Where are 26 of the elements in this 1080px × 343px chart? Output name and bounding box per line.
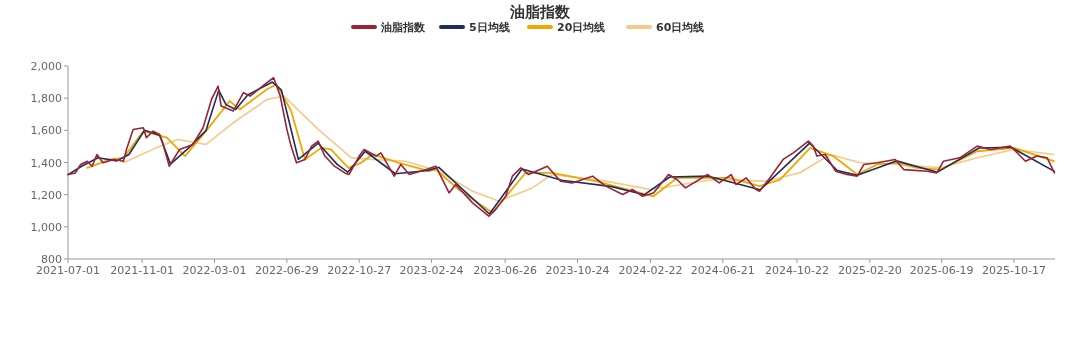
x-tick-label: 2022-06-29 <box>254 264 319 277</box>
legend-label: 油脂指数 <box>380 21 426 34</box>
x-tick-label: 2025-06-19 <box>909 264 974 277</box>
x-tick-label: 2022-03-01 <box>182 264 247 277</box>
legend-label: 20日均线 <box>557 21 606 34</box>
x-tick-label: 2024-06-21 <box>690 264 755 277</box>
x-tick-label: 2022-10-27 <box>327 264 392 277</box>
x-tick-label: 2025-02-20 <box>837 264 902 277</box>
y-tick-label: 2,000 <box>30 60 62 73</box>
y-tick-label: 1,600 <box>30 124 62 138</box>
legend-label: 5日均线 <box>469 21 510 34</box>
x-tick-label: 2024-02-22 <box>618 264 683 277</box>
chart-title: 油脂指数 <box>509 3 571 21</box>
y-tick-label: 1,000 <box>30 220 62 234</box>
x-tick-label: 2021-07-01 <box>36 264 100 277</box>
x-tick-label: 2021-11-01 <box>110 264 175 277</box>
x-tick-label: 2023-06-26 <box>473 264 538 277</box>
x-tick-label: 2024-10-22 <box>764 264 829 277</box>
x-tick-label: 2023-02-24 <box>399 264 464 277</box>
x-tick-label: 2023-10-24 <box>545 264 610 277</box>
x-tick-label: 2025-10-17 <box>982 264 1046 277</box>
y-tick-label: 1,800 <box>30 92 62 106</box>
y-tick-label: 1,400 <box>30 156 62 170</box>
y-tick-label: 800 <box>41 253 62 266</box>
legend-label: 60日均线 <box>656 21 705 34</box>
y-tick-label: 1,200 <box>30 188 62 202</box>
